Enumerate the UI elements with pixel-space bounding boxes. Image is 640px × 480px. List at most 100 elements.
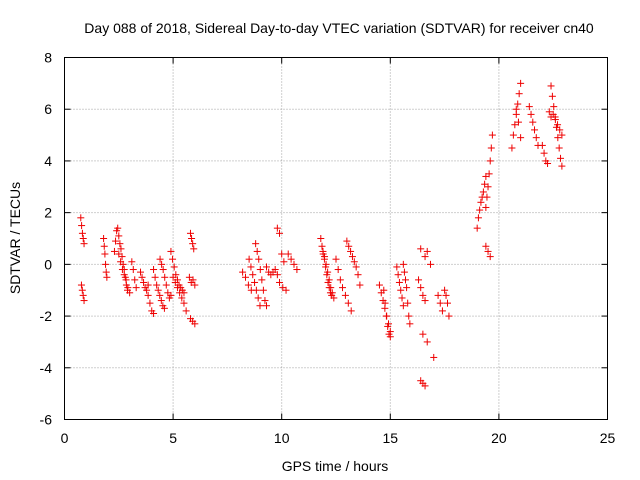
data-point: [400, 268, 408, 276]
data-point: [395, 278, 403, 286]
data-point: [280, 258, 288, 266]
data-point: [117, 258, 125, 266]
data-point: [282, 286, 290, 294]
data-point: [328, 289, 336, 297]
data-point: [156, 255, 164, 263]
data-point: [256, 266, 264, 274]
data-point: [404, 299, 412, 307]
data-point: [334, 266, 342, 274]
data-point: [173, 284, 181, 292]
data-point: [77, 214, 85, 222]
data-point: [189, 276, 197, 284]
data-point: [262, 263, 270, 271]
data-point: [169, 273, 177, 281]
data-point: [185, 273, 193, 281]
data-point: [515, 90, 523, 98]
data-point: [253, 247, 261, 255]
data-point: [421, 382, 429, 390]
data-point: [398, 294, 406, 302]
data-point: [441, 286, 449, 294]
data-point: [167, 291, 175, 299]
data-point: [170, 263, 178, 271]
data-point: [322, 260, 330, 268]
data-point: [150, 266, 158, 274]
data-point: [124, 284, 132, 292]
data-point: [554, 134, 562, 142]
data-point: [80, 297, 88, 305]
data-point: [319, 247, 327, 255]
data-point: [511, 121, 519, 129]
data-point: [384, 322, 392, 330]
data-point: [345, 242, 353, 250]
data-point: [262, 302, 270, 310]
data-point: [150, 309, 158, 317]
data-point: [126, 289, 134, 297]
data-point: [161, 273, 169, 281]
data-point: [176, 289, 184, 297]
data-point: [423, 338, 431, 346]
data-point: [293, 266, 301, 274]
data-point: [258, 276, 266, 284]
data-point: [101, 250, 109, 258]
data-point: [406, 320, 414, 328]
data-point: [239, 268, 247, 276]
data-point: [486, 253, 494, 261]
data-point: [525, 103, 533, 111]
data-point: [122, 276, 130, 284]
data-point: [110, 247, 118, 255]
x-tick-label: 0: [61, 430, 69, 446]
data-point: [128, 258, 136, 266]
data-point: [160, 304, 168, 312]
data-point: [116, 240, 124, 248]
data-point: [403, 284, 411, 292]
data-point: [402, 276, 410, 284]
data-point: [415, 276, 423, 284]
data-point: [252, 240, 260, 248]
data-point: [100, 242, 108, 250]
data-point: [514, 100, 522, 108]
y-tick-label: 4: [44, 153, 52, 169]
data-point: [324, 268, 332, 276]
data-point: [514, 118, 522, 126]
data-point: [344, 299, 352, 307]
x-tick-label: 15: [383, 430, 399, 446]
data-point: [287, 255, 295, 263]
x-tick-label: 10: [274, 430, 290, 446]
data-point: [140, 278, 148, 286]
y-tick-label: -6: [40, 412, 53, 428]
data-point: [325, 276, 333, 284]
data-point: [421, 297, 429, 305]
axis-ticks: [64, 57, 608, 420]
chart-title: Day 088 of 2018, Sidereal Day-to-day VTE…: [84, 20, 594, 36]
data-point: [188, 235, 196, 242]
data-point: [77, 281, 85, 289]
data-point: [550, 103, 558, 111]
data-point: [144, 291, 152, 299]
x-tick-labels: 0 5 10 15 20 25: [61, 430, 616, 446]
data-point: [557, 154, 565, 162]
y-tick-label: 2: [44, 205, 52, 221]
data-point: [100, 235, 108, 242]
data-point: [544, 160, 552, 168]
data-point: [486, 157, 494, 165]
data-point: [529, 118, 537, 126]
data-point: [487, 144, 495, 152]
data-point: [336, 276, 344, 284]
data-point: [156, 291, 164, 299]
data-point: [554, 121, 562, 129]
data-point: [327, 284, 335, 292]
data-point: [350, 258, 358, 266]
data-point: [273, 224, 281, 232]
y-tick-label: 0: [44, 256, 52, 272]
data-point: [484, 183, 492, 191]
data-point: [103, 273, 111, 281]
data-point: [78, 286, 86, 294]
data-point: [352, 263, 360, 271]
x-tick-label: 5: [169, 430, 177, 446]
y-tick-label: -2: [40, 308, 53, 324]
data-point: [477, 198, 485, 206]
data-point: [186, 229, 194, 237]
data-point: [381, 299, 389, 307]
data-point: [445, 312, 453, 320]
data-point: [417, 245, 425, 253]
